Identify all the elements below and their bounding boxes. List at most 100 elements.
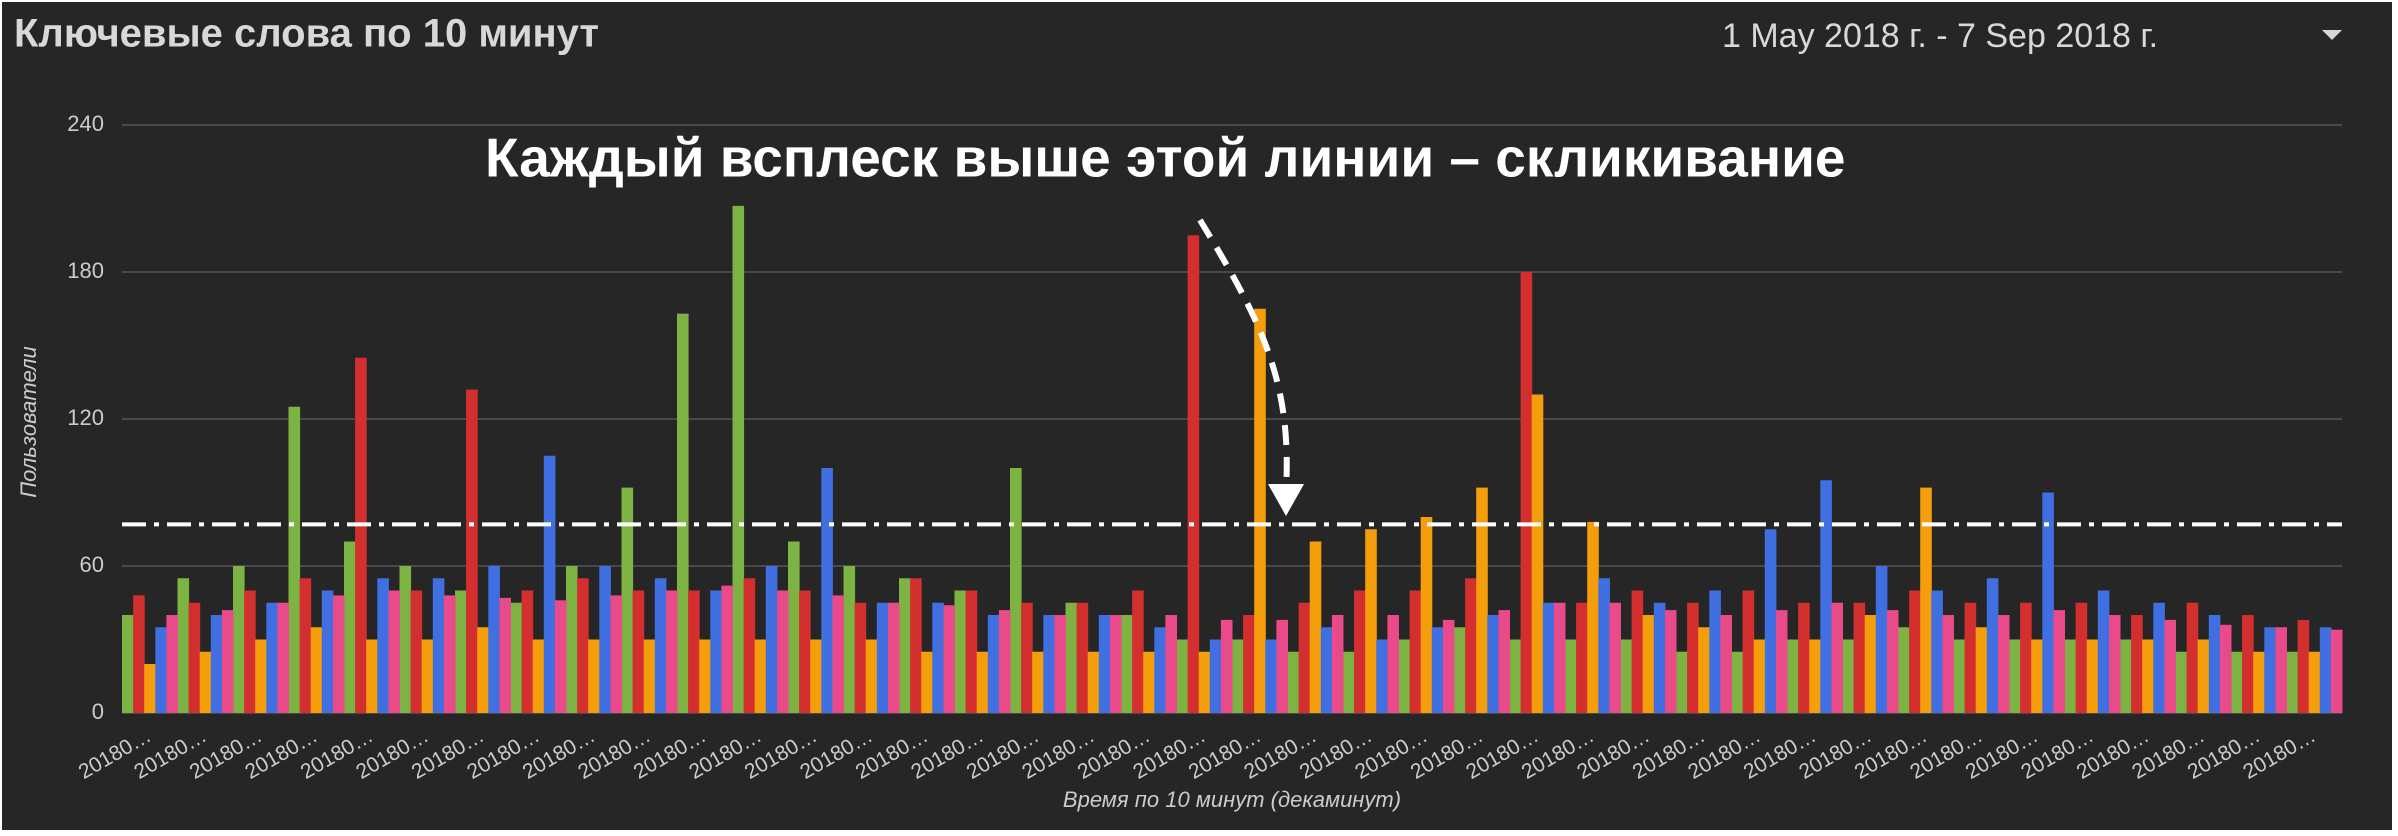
bar [1476, 487, 1488, 713]
bar [2253, 651, 2265, 713]
bar [1076, 602, 1089, 713]
dropdown-arrow[interactable] [2322, 30, 2342, 40]
bar [1664, 610, 1677, 713]
bar [1864, 615, 1877, 713]
bar [1454, 627, 1466, 713]
bar [221, 610, 234, 713]
bar [1331, 615, 1344, 713]
bar [1121, 615, 1133, 713]
bar [1920, 487, 1932, 713]
bar [1653, 602, 1666, 713]
bar [144, 664, 156, 713]
bar [2197, 639, 2210, 713]
y-tick-label: 60 [80, 552, 104, 577]
bar [244, 590, 256, 713]
bar [1010, 468, 1022, 713]
bar [743, 578, 756, 713]
bar [1720, 615, 1732, 713]
bar [1798, 602, 1810, 713]
chart-title: Ключевые слова по 10 минут [14, 12, 599, 56]
bar [2286, 651, 2299, 713]
bar [466, 389, 478, 713]
bar [588, 639, 600, 713]
bar [921, 651, 933, 713]
y-tick-label: 0 [92, 699, 104, 724]
bar [1898, 627, 1910, 713]
bar [1909, 590, 1921, 713]
date-range[interactable]: 1 May 2018 г. - 7 Sep 2018 г. [1722, 17, 2158, 55]
bar [1420, 517, 1433, 713]
bar [1598, 578, 1610, 713]
bar [965, 590, 978, 713]
bar [1764, 529, 1777, 713]
bar [1676, 651, 1688, 713]
bar [799, 590, 811, 713]
bar [1886, 610, 1899, 713]
bar [1498, 610, 1510, 713]
bar [1387, 615, 1399, 713]
bar [166, 615, 178, 713]
bar [1298, 602, 1311, 713]
bar [610, 595, 622, 713]
bar [332, 595, 345, 713]
bar [1742, 590, 1755, 713]
bar [2131, 615, 2143, 713]
bar [410, 590, 423, 713]
bar [2308, 651, 2321, 713]
bar [2031, 639, 2043, 713]
bar [2009, 639, 2021, 713]
bar [1964, 602, 1977, 713]
bar [2175, 651, 2188, 713]
bar [432, 578, 445, 713]
bar [2319, 627, 2332, 713]
bar [188, 602, 201, 713]
bar [1775, 610, 1788, 713]
bar [1209, 639, 1222, 713]
bar [510, 602, 523, 713]
bar [155, 627, 167, 713]
bar [2264, 627, 2276, 713]
bar [1154, 627, 1166, 713]
bar [1942, 615, 1954, 713]
bar [1343, 651, 1355, 713]
bar [1176, 639, 1189, 713]
bar [1365, 529, 1377, 713]
bar [344, 541, 356, 713]
bar [532, 639, 545, 713]
bar [1631, 590, 1644, 713]
bar [1875, 566, 1888, 713]
bar [1243, 615, 1255, 713]
bar [2186, 602, 2199, 713]
bar [1587, 521, 1599, 713]
bar [1254, 308, 1266, 713]
bar [554, 600, 567, 713]
bar [1487, 615, 1499, 713]
bar [2242, 615, 2254, 713]
bar [443, 595, 456, 713]
annotation-arrowhead [1268, 484, 1304, 516]
bar [1609, 602, 1621, 713]
bar [1220, 619, 1233, 713]
bar [710, 590, 722, 713]
bar [1620, 639, 1633, 713]
bar [1731, 651, 1744, 713]
bar [2330, 629, 2343, 713]
bar [255, 639, 267, 713]
bar [1287, 651, 1300, 713]
bar [388, 590, 400, 713]
bar [1376, 639, 1388, 713]
bar [954, 590, 967, 713]
bar [765, 566, 778, 713]
bar [643, 639, 656, 713]
bar [876, 602, 889, 713]
bar [2120, 639, 2132, 713]
bar [887, 602, 900, 713]
bar [632, 590, 645, 713]
bar [477, 627, 489, 713]
bar [998, 610, 1011, 713]
bar [1132, 590, 1144, 713]
bar [1442, 619, 1455, 713]
bar [310, 627, 323, 713]
bar [2075, 602, 2088, 713]
